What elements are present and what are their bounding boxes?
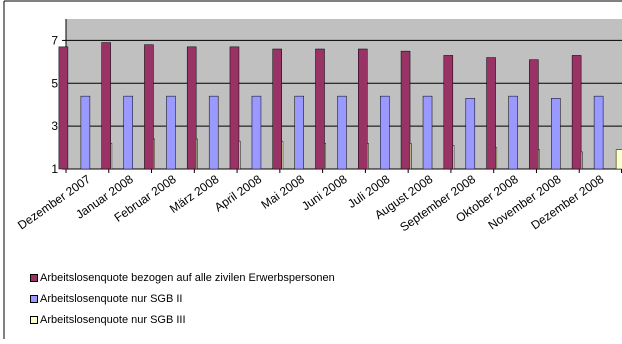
xtick-label-9: September 2008	[397, 172, 478, 235]
bar-s0-8	[400, 50, 411, 170]
ytick-label-5: 5	[51, 76, 58, 90]
bar-s0-5	[272, 48, 282, 170]
ytick-label-3: 3	[51, 119, 58, 133]
bar-s0-11	[529, 59, 539, 170]
bar-s1-5	[294, 95, 304, 170]
legend-label-sgb2: Arbeitslosenquote nur SGB II	[40, 292, 183, 305]
bar-s0-7	[358, 48, 368, 170]
bar-s0-2	[144, 44, 154, 170]
bar-s0-1	[101, 42, 111, 170]
bar-s1-4	[251, 95, 262, 170]
legend: Arbeitslosenquote bezogen auf alle zivil…	[30, 267, 622, 330]
legend-label-all: Arbeitslosenquote bezogen auf alle zivil…	[40, 271, 335, 284]
bar-s1-12	[593, 95, 604, 170]
ytick-label-7: 7	[51, 33, 58, 47]
bar-s1-6	[337, 95, 347, 170]
legend-item-sgb3: Arbeitslosenquote nur SGB III	[30, 309, 622, 330]
bar-s1-11	[551, 98, 561, 170]
bar-s1-8	[422, 95, 433, 170]
bar-s1-0	[80, 95, 91, 170]
legend-swatch-all	[30, 273, 38, 282]
bar-s1-2	[166, 95, 176, 170]
bar-s0-12	[571, 55, 582, 170]
legend-swatch-sgb2	[30, 294, 38, 303]
bar-s1-10	[508, 95, 518, 170]
bar-s0-6	[315, 48, 325, 170]
legend-item-all: Arbeitslosenquote bezogen auf alle zivil…	[30, 267, 622, 288]
bar-s0-10	[486, 57, 496, 170]
bar-s1-3	[208, 95, 219, 170]
bar-s0-0	[58, 46, 69, 170]
bar-s0-3	[186, 46, 197, 170]
xtick-label-6: Juni 2008	[299, 172, 350, 214]
legend-swatch-sgb3	[30, 315, 38, 324]
ytick-label-1: 1	[51, 162, 58, 176]
xtick-label-5: Mai 2008	[258, 172, 307, 212]
xtick-label-0: Dezember 2007	[15, 172, 93, 233]
bar-s1-7	[380, 95, 390, 170]
xtick-label-3: März 2008	[167, 172, 222, 216]
xtick-label-12: Dezember 2008	[528, 172, 606, 233]
xtick-label-4: April 2008	[212, 172, 265, 215]
bar-s0-9	[443, 55, 454, 170]
legend-item-sgb2: Arbeitslosenquote nur SGB II	[30, 288, 622, 309]
legend-label-sgb3: Arbeitslosenquote nur SGB III	[40, 313, 186, 326]
bar-s1-9	[465, 98, 476, 170]
bar-s1-1	[123, 95, 133, 170]
bar-s0-4	[229, 46, 240, 170]
xtick-label-11: November 2008	[486, 172, 564, 233]
bar-s2-12	[615, 149, 622, 170]
